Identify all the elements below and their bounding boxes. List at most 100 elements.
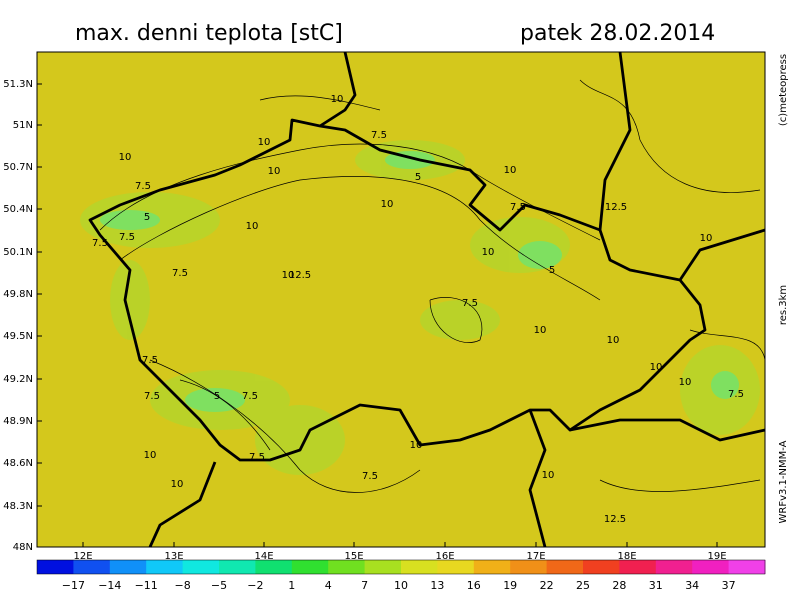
lat-label: 49.2N [3, 374, 33, 385]
lat-label: 48N [13, 542, 33, 553]
colorbar-swatch [364, 560, 402, 574]
colorbar-swatch [37, 560, 74, 574]
colorbar-label: 34 [685, 579, 699, 592]
colorbar-swatch [728, 560, 766, 574]
colorbar-label: 31 [649, 579, 663, 592]
colorbar-label: 37 [722, 579, 736, 592]
contour-label: 10 [542, 470, 555, 481]
contour-label: 10 [410, 440, 423, 451]
colorbar-swatch [219, 560, 256, 574]
contour-labels: 107.51010105107.51057.57.51012.57.510512… [92, 94, 744, 525]
lat-label: 49.8N [3, 289, 33, 300]
colorbar: −17 −14 −11 −8 −5 −2 1 4 7 10 13 16 19 22 25 28 31 34 37 [36, 559, 766, 592]
colorbar-swatch [692, 560, 730, 574]
colorbar-label: −2 [247, 579, 263, 592]
contour-label: 7.5 [728, 389, 744, 400]
contour-label: 5 [214, 391, 220, 402]
colorbar-label: −17 [62, 579, 85, 592]
lon-label: 13E [164, 551, 183, 562]
colorbar-label: −11 [135, 579, 158, 592]
colorbar-label: −14 [98, 579, 121, 592]
colorbar-label: 1 [288, 579, 295, 592]
lon-label: 19E [707, 551, 726, 562]
colorbar-label: 13 [430, 579, 444, 592]
lat-label: 51N [13, 120, 33, 131]
contour-label: 10 [144, 450, 157, 461]
contour-label: 7.5 [119, 232, 135, 243]
colorbar-label: 19 [503, 579, 517, 592]
contour-label: 10 [504, 165, 517, 176]
contour-label: 12.5 [604, 514, 626, 525]
contour-label: 7.5 [144, 391, 160, 402]
contour-label: 12.5 [605, 202, 627, 213]
date: patek 28.02.2014 [520, 21, 715, 46]
colorbar-label: 28 [612, 579, 626, 592]
contour-label: 7.5 [242, 391, 258, 402]
colorbar-label: 7 [361, 579, 368, 592]
lon-label: 14E [254, 551, 273, 562]
colorbar-label: −5 [211, 579, 227, 592]
copyright: (c)meteopress [778, 54, 789, 126]
lon-label: 12E [73, 551, 92, 562]
colorbar-label: 10 [394, 579, 408, 592]
lat-label: 49.5N [3, 331, 33, 342]
resolution: res.3km [778, 285, 789, 325]
contour-label: 7.5 [135, 181, 151, 192]
contour-label: 10 [246, 221, 259, 232]
lon-label: 18E [617, 551, 636, 562]
contour-label: 10 [679, 377, 692, 388]
contour-label: 10 [381, 199, 394, 210]
colorbar-swatch [401, 560, 438, 574]
title: max. denni teplota [stC] [75, 21, 343, 46]
colorbar-label: −8 [174, 579, 190, 592]
lat-label: 48.3N [3, 501, 33, 512]
contour-label: 7.5 [362, 471, 378, 482]
contour-label: 7.5 [249, 452, 265, 463]
lat-label: 50.7N [3, 162, 33, 173]
colorbar-swatch [546, 560, 584, 574]
colorbar-swatch [473, 560, 511, 574]
lat-label: 51.3N [3, 79, 33, 90]
contour-label: 7.5 [510, 202, 526, 213]
contour-label: 10 [171, 479, 184, 490]
colorbar-swatch [109, 560, 147, 574]
contour-label: 10 [534, 325, 547, 336]
colorbar-swatch [146, 560, 184, 574]
borders [88, 51, 766, 548]
lat-label: 48.9N [3, 416, 33, 427]
lat-label: 50.4N [3, 204, 33, 215]
colorbar-swatch [510, 560, 548, 574]
contour-label: 12.5 [289, 270, 311, 281]
contour-label: 7.5 [462, 298, 478, 309]
colorbar-label: 22 [540, 579, 554, 592]
lat-labels: 51.3N 51N 50.7N 50.4N 50.1N 49.8N 49.5N 49.2N 48… [3, 79, 42, 553]
map-frame [36, 51, 766, 548]
map-background [37, 52, 765, 547]
contour-label: 10 [282, 270, 295, 281]
contour-label: 10 [650, 362, 663, 373]
lat-label: 48.6N [3, 458, 33, 469]
contour-label: 10 [331, 94, 344, 105]
colorbar-swatch [583, 560, 620, 574]
colorbar-swatch [437, 560, 475, 574]
contour-label: 10 [258, 137, 271, 148]
contour-label: 10 [482, 247, 495, 258]
contour-label: 10 [607, 335, 620, 346]
colorbar-swatch [328, 560, 366, 574]
colorbar-swatch [73, 560, 111, 574]
contour-label: 10 [119, 152, 132, 163]
colorbar-swatch [182, 560, 220, 574]
contour-label: 5 [549, 265, 555, 276]
colorbar-swatch [255, 560, 293, 574]
contour-label: 7.5 [92, 238, 108, 249]
contour-label: 10 [268, 166, 281, 177]
colorbar-frame [36, 559, 766, 575]
contour-label: 5 [144, 212, 150, 223]
contour-label: 10 [700, 233, 713, 244]
colorbar-label: 25 [576, 579, 590, 592]
colorbar-swatch [291, 560, 329, 574]
lon-label: 16E [435, 551, 454, 562]
contour-label: 7.5 [371, 130, 387, 141]
contour-label: 7.5 [142, 355, 158, 366]
